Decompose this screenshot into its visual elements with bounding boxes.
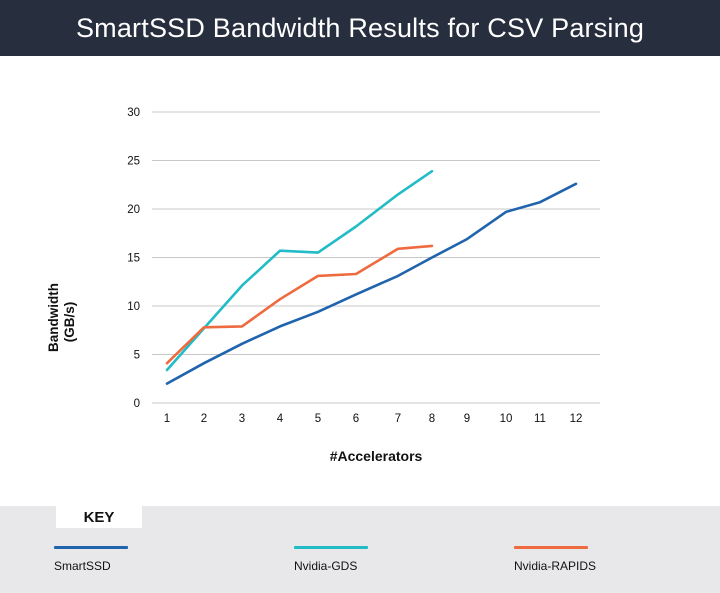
x-tick-label: 7 [395,413,401,425]
legend-item-nvidia-rapids: Nvidia-RAPIDS [514,546,596,573]
legend-label-nvidia-rapids: Nvidia-RAPIDS [514,559,597,573]
x-tick-label: 4 [277,413,284,425]
gridlines [152,111,600,404]
y-tick-label: 20 [127,204,140,216]
legend-label-nvidia-gds: Nvidia-GDS [294,559,358,573]
series-line-nvidia-gds [165,169,434,372]
x-tick-label: 6 [353,413,359,425]
chart-title: SmartSSD Bandwidth Results for CSV Parsi… [75,12,645,43]
x-tick-label: 3 [239,413,245,425]
legend-item-nvidia-gds: Nvidia-GDS [294,546,368,573]
legend-label-smartssd: SmartSSD [54,559,111,573]
x-tick-label: 8 [429,413,435,425]
y-tick-label: 10 [127,301,140,313]
y-axis-title-line-1: Bandwidth [46,283,61,352]
x-tick-label: 5 [315,413,321,425]
legend-title: KEY [56,506,142,528]
legend-swatch-nvidia-gds [294,546,368,549]
x-tick-labels: 1 2 3 4 5 6 7 8 9 10 11 12 [164,413,583,425]
legend-swatch-smartssd [54,546,128,549]
legend-panel: KEY SmartSSD Nvidia-GDS Nvidia-RAPIDS [0,506,720,593]
y-tick-label: 0 [134,398,140,410]
x-axis-title: #Accelerators [329,448,423,464]
legend-item-smartssd: SmartSSD [54,546,128,573]
x-tick-label: 11 [534,413,546,425]
title-banner: SmartSSD Bandwidth Results for CSV Parsi… [0,0,720,56]
y-axis-title-line-2: (GB/s) [62,301,77,343]
y-tick-label: 25 [127,156,140,168]
x-tick-label: 12 [570,413,583,425]
x-tick-label: 10 [500,413,513,425]
legend-swatch-nvidia-rapids [514,546,588,549]
y-tick-label: 5 [134,350,140,362]
y-tick-label: 30 [127,107,140,119]
x-tick-label: 1 [164,413,170,425]
y-tick-labels: 0 5 10 15 20 25 30 [127,107,140,410]
series-line-nvidia-rapids [165,244,434,365]
series-line-smartssd [165,182,578,385]
x-tick-label: 9 [464,413,470,425]
series-lines [165,169,578,385]
x-tick-label: 2 [201,413,207,425]
chart-area: 0 5 10 15 20 25 30 1 2 3 4 5 6 7 8 9 10 11 12 Bandwidth (… [0,56,720,506]
y-axis-title: Bandwidth (GB/s) [46,283,78,352]
y-tick-label: 15 [127,253,140,265]
